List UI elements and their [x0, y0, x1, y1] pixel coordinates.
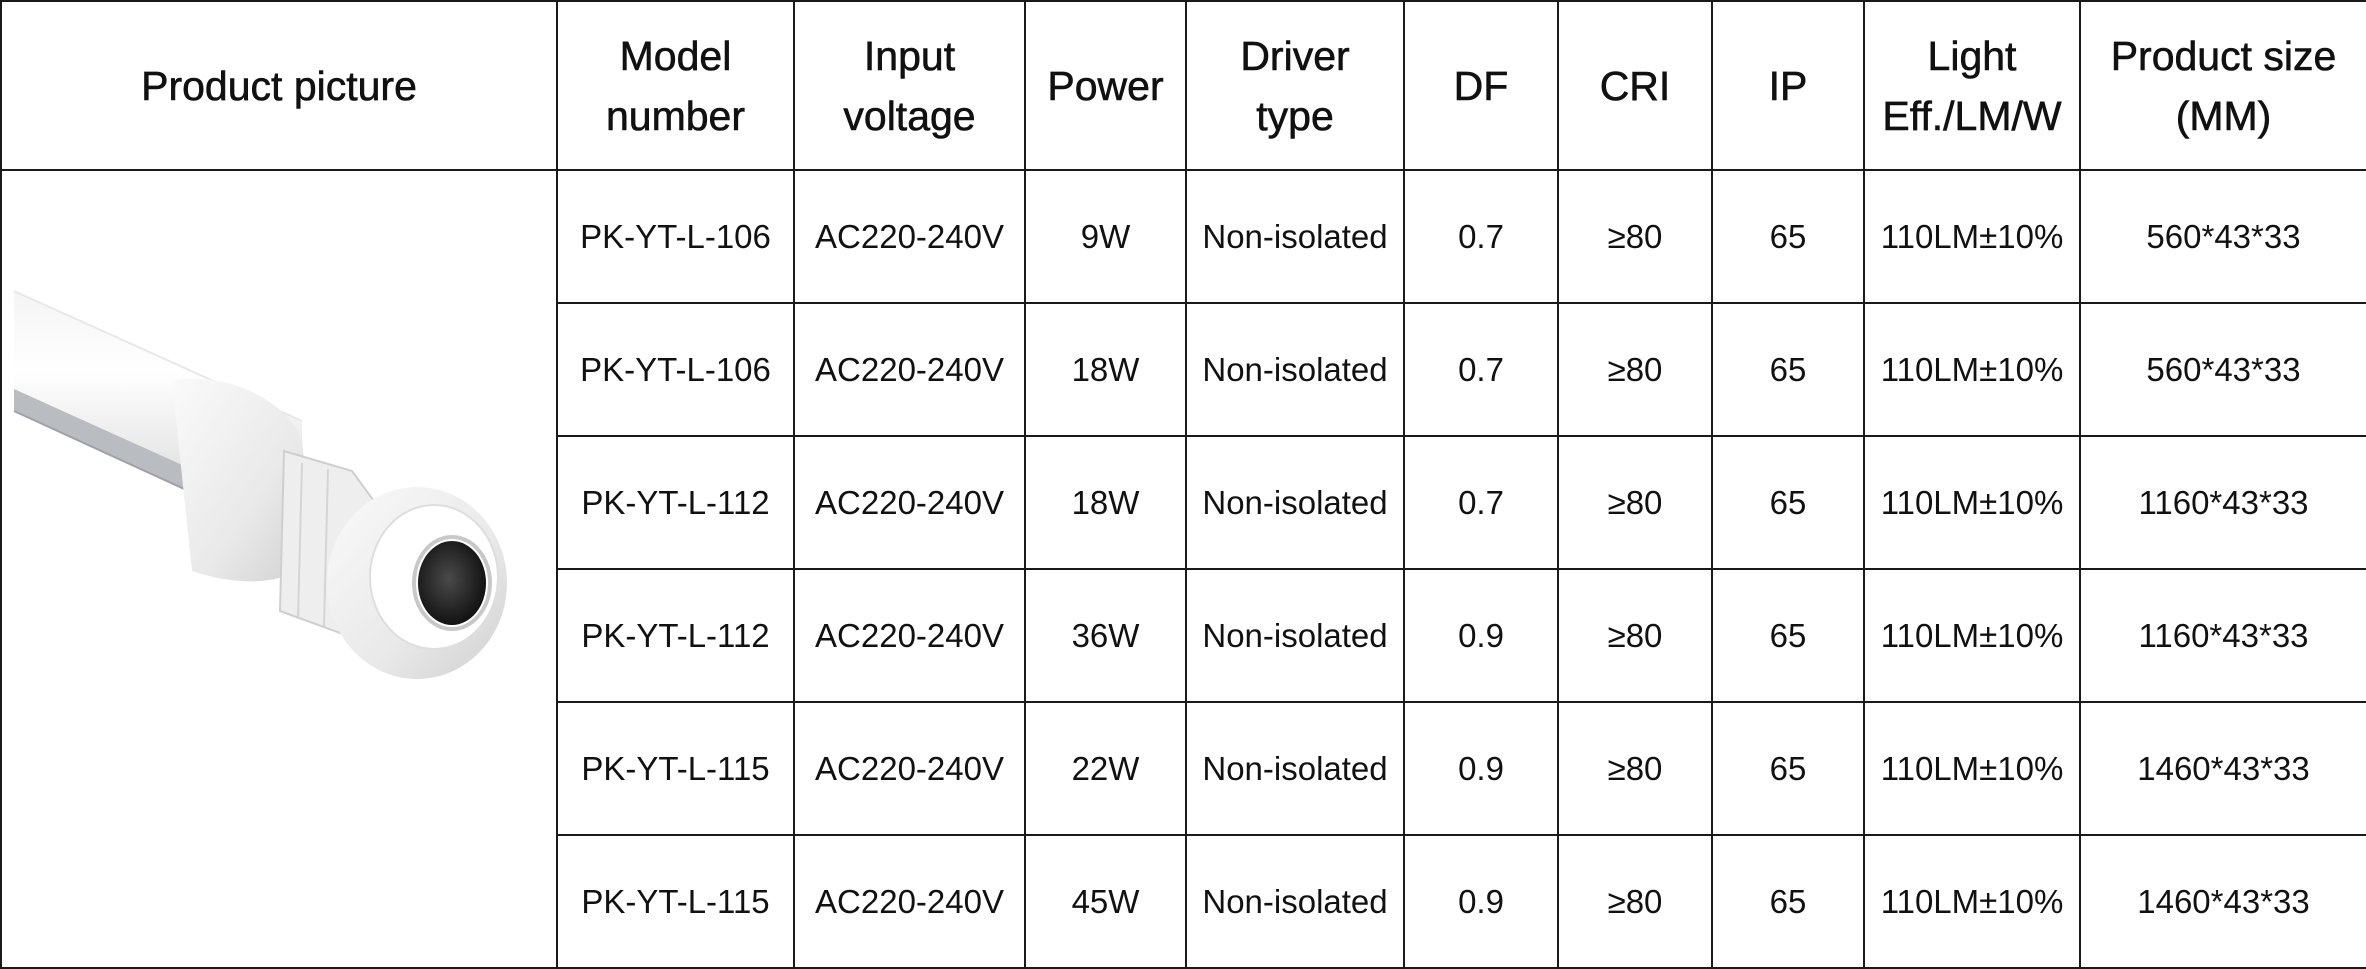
cell-df: 0.7: [1403, 169, 1559, 304]
cell-size: 1460*43*33: [2079, 701, 2366, 836]
cell-efficacy: 110LM±10%: [1863, 169, 2081, 304]
cell-size: 1160*43*33: [2079, 435, 2366, 570]
cell-model: PK-YT-L-112: [556, 435, 795, 570]
cell-power: 45W: [1024, 834, 1187, 969]
cell-cri: ≥80: [1557, 435, 1713, 570]
product-picture-cell: [0, 169, 558, 969]
cell-ip: 65: [1711, 435, 1865, 570]
header-product-size: Product size (MM): [2079, 0, 2366, 171]
table-row: PK-YT-L-112 AC220-240V 18W Non-isolated …: [1, 435, 2366, 570]
cell-efficacy: 110LM±10%: [1863, 834, 2081, 969]
product-tube-light-image: [13, 290, 507, 679]
header-df: DF: [1403, 0, 1559, 171]
cell-model: PK-YT-L-115: [556, 701, 795, 836]
cell-driver: Non-isolated: [1185, 302, 1405, 437]
cell-power: 9W: [1024, 169, 1187, 304]
cell-model: PK-YT-L-106: [556, 302, 795, 437]
cell-driver: Non-isolated: [1185, 169, 1405, 304]
table-row: PK-YT-L-106 AC220-240V 9W Non-isolated 0…: [0, 169, 2366, 969]
cell-voltage: AC220-240V: [793, 435, 1026, 570]
cell-df: 0.7: [1403, 302, 1559, 437]
header-product-picture: Product picture: [0, 0, 558, 171]
cell-cri: ≥80: [1557, 568, 1713, 703]
header-driver-type: Driver type: [1185, 0, 1405, 171]
cell-ip: 65: [1711, 701, 1865, 836]
cell-model: PK-YT-L-106: [556, 169, 795, 304]
cell-voltage: AC220-240V: [793, 568, 1026, 703]
cell-driver: Non-isolated: [1185, 568, 1405, 703]
cell-cri: ≥80: [1557, 302, 1713, 437]
cell-driver: Non-isolated: [1185, 834, 1405, 969]
header-light-efficacy: Light Eff./LM/W: [1863, 0, 2081, 171]
cell-df: 0.9: [1403, 701, 1559, 836]
cell-voltage: AC220-240V: [793, 834, 1026, 969]
table-row: PK-YT-L-115 AC220-240V 45W Non-isolated …: [1, 834, 2366, 969]
cell-df: 0.9: [1403, 568, 1559, 703]
table-row: PK-YT-L-112 AC220-240V 36W Non-isolated …: [1, 568, 2366, 703]
cell-power: 18W: [1024, 302, 1187, 437]
cell-efficacy: 110LM±10%: [1863, 701, 2081, 836]
cell-df: 0.9: [1403, 834, 1559, 969]
cell-model: PK-YT-L-115: [556, 834, 795, 969]
cell-voltage: AC220-240V: [793, 701, 1026, 836]
cell-cri: ≥80: [1557, 169, 1713, 304]
cell-ip: 65: [1711, 568, 1865, 703]
cell-ip: 65: [1711, 169, 1865, 304]
header-cri: CRI: [1557, 0, 1713, 171]
cell-power: 36W: [1024, 568, 1187, 703]
cell-ip: 65: [1711, 834, 1865, 969]
cell-efficacy: 110LM±10%: [1863, 302, 2081, 437]
cell-efficacy: 110LM±10%: [1863, 435, 2081, 570]
cell-efficacy: 110LM±10%: [1863, 568, 2081, 703]
header-power: Power: [1024, 0, 1187, 171]
cell-driver: Non-isolated: [1185, 435, 1405, 570]
table-row: PK-YT-L-106 AC220-240V 18W Non-isolated …: [1, 302, 2366, 437]
cell-ip: 65: [1711, 302, 1865, 437]
cell-df: 0.7: [1403, 435, 1559, 570]
header-input-voltage: Input voltage: [793, 0, 1026, 171]
cell-cri: ≥80: [1557, 701, 1713, 836]
header-model-number: Model number: [556, 0, 795, 171]
cell-power: 18W: [1024, 435, 1187, 570]
cell-size: 560*43*33: [2079, 169, 2366, 304]
cell-power: 22W: [1024, 701, 1187, 836]
cell-size: 560*43*33: [2079, 302, 2366, 437]
cell-model: PK-YT-L-112: [556, 568, 795, 703]
cell-voltage: AC220-240V: [793, 302, 1026, 437]
header-row: Product picture Model number Input voltage…: [0, 0, 2366, 171]
cell-size: 1460*43*33: [2079, 834, 2366, 969]
cell-size: 1160*43*33: [2079, 568, 2366, 703]
cell-driver: Non-isolated: [1185, 701, 1405, 836]
header-ip: IP: [1711, 0, 1865, 171]
cell-voltage: AC220-240V: [793, 169, 1026, 304]
cell-cri: ≥80: [1557, 834, 1713, 969]
table-row: PK-YT-L-115 AC220-240V 22W Non-isolated …: [1, 701, 2366, 836]
